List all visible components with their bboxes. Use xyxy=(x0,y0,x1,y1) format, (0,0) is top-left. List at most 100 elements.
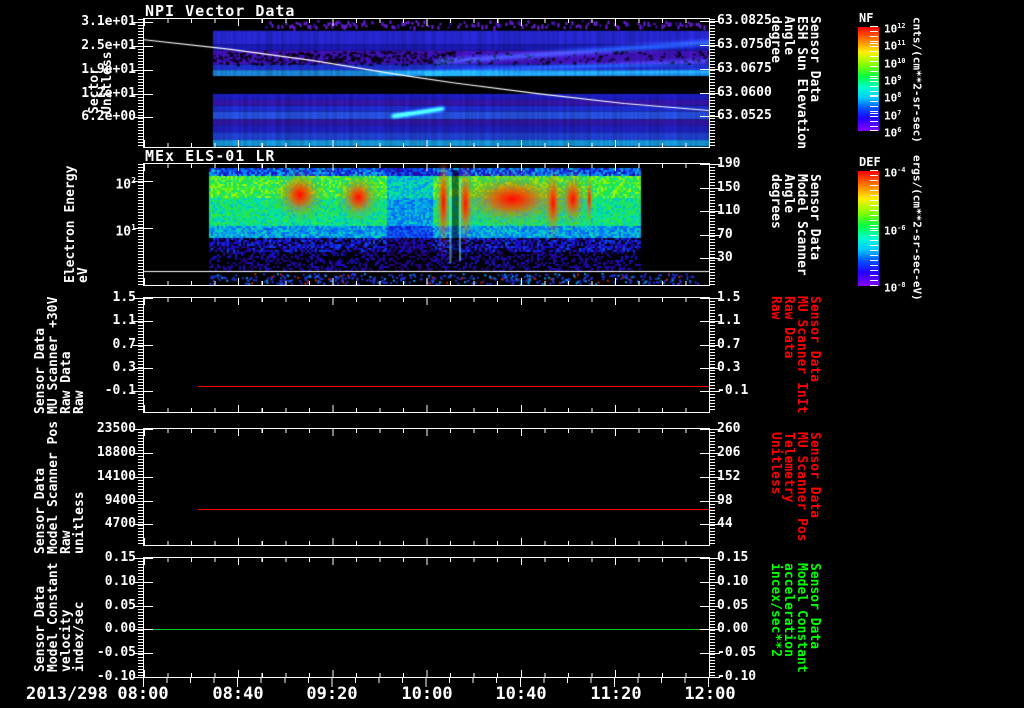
colorbar-tick-label: 109 xyxy=(884,74,902,88)
y-tick-label-left: 4700 xyxy=(104,516,136,531)
colorbar-tick-mark xyxy=(870,228,878,229)
y-tick-mark-inner-right xyxy=(700,188,709,189)
colorbar-tick-mark xyxy=(870,285,878,286)
y-tick-mark-outer-right xyxy=(710,677,720,678)
y-tick-mark-outer-right xyxy=(710,429,720,430)
y-tick-mark-inner-left xyxy=(144,524,153,525)
y-tick-mark-inner-right xyxy=(700,524,709,525)
y-tick-mark-outer-left xyxy=(133,629,143,630)
y-tick-mark-inner-right xyxy=(700,629,709,630)
x-axis-tick-label: 10:40 xyxy=(495,684,547,704)
y-tick-mark-outer-left xyxy=(133,477,143,478)
y-tick-mark-outer-right xyxy=(710,69,720,70)
y-tick-mark-outer-left xyxy=(133,181,143,182)
y-tick-label-left: -0.1 xyxy=(104,383,136,398)
panel-title-mex-els-01-lr: MEx ELS-01 LR xyxy=(145,147,276,165)
x-ticks-minor-bottom xyxy=(144,143,709,147)
x-ticks-minor-top xyxy=(144,19,709,23)
y-tick-comb-right xyxy=(710,558,715,677)
panel-mex-els-01-lr: MEx ELS-01 LR 102 101 Electron Energy eV 190… xyxy=(63,147,822,286)
y-tick-mark-outer-left xyxy=(133,677,143,678)
y-tick-comb-left xyxy=(138,164,143,285)
heatmap-npi-vector-data xyxy=(144,19,709,147)
x-ticks-minor-bottom xyxy=(144,541,709,545)
x-ticks-minor-top xyxy=(144,164,709,168)
y-tick-label-right: -0.1 xyxy=(717,383,749,398)
colorbar-tick-label: 10-6 xyxy=(884,224,906,238)
y-tick-label-right: 63.0825 xyxy=(717,13,772,28)
y-tick-mark-outer-right xyxy=(710,368,720,369)
y-tick-label-right: 30 xyxy=(717,250,733,265)
axis-label-right-npi-vector-data: Sensor Data ESH Sun Elevation Angle degr… xyxy=(768,16,822,150)
axis-label-left-npi-vector-data: Sector Unitless xyxy=(87,51,115,115)
y-tick-comb-left xyxy=(138,19,143,147)
y-tick-comb-right xyxy=(710,298,715,412)
y-tick-label-left: 102 xyxy=(115,176,136,193)
colorbar-tick-mark xyxy=(870,61,878,62)
y-tick-label-left: 1.1 xyxy=(112,313,136,328)
y-tick-mark-outer-right xyxy=(710,501,720,502)
y-tick-mark-inner-left xyxy=(144,677,153,678)
y-tick-mark-outer-right xyxy=(710,321,720,322)
y-tick-mark-inner-right xyxy=(700,391,709,392)
y-tick-label-right: 150 xyxy=(717,180,741,195)
panel-mu-scanner-30v: 1.5 1.1 0.7 0.3 -0.1 Sensor Data MU Scanner +… xyxy=(33,291,822,414)
y-tick-mark-inner-left xyxy=(144,94,153,95)
y-tick-label-right: 1.1 xyxy=(717,313,741,328)
y-tick-mark-inner-right xyxy=(700,677,709,678)
y-tick-mark-inner-left xyxy=(144,653,153,654)
y-tick-mark-inner-right xyxy=(700,45,709,46)
y-tick-label-right: 63.0675 xyxy=(717,61,772,76)
colorbar-tick-mark xyxy=(870,113,878,114)
x-ticks-minor-bottom xyxy=(144,408,709,412)
colorbar-tick-label: 10-4 xyxy=(884,166,906,180)
colorbar-def-unit: ergs/(cm**2-sr-sec-eV) xyxy=(910,155,924,301)
y-tick-mark-inner-right xyxy=(700,477,709,478)
y-tick-mark-inner-left xyxy=(144,117,153,118)
x-ticks-minor-top xyxy=(144,298,709,302)
y-tick-mark-outer-left xyxy=(133,453,143,454)
y-tick-mark-inner-left xyxy=(144,228,153,229)
panel-model-scanner-pos: 23500 18800 14100 9400 4700 Sensor Data Model… xyxy=(33,420,822,553)
y-tick-mark-outer-right xyxy=(710,235,720,236)
y-tick-mark-outer-left xyxy=(133,22,143,23)
y-tick-mark-outer-left xyxy=(133,117,143,118)
y-tick-label-right: 98 xyxy=(717,493,733,508)
y-tick-label-right: 110 xyxy=(717,203,741,218)
y-tick-label-right: 190 xyxy=(717,156,741,171)
y-tick-mark-outer-left xyxy=(133,653,143,654)
y-tick-mark-inner-right xyxy=(700,116,709,117)
y-tick-mark-inner-right xyxy=(700,69,709,70)
y-tick-mark-outer-left xyxy=(133,94,143,95)
x-axis-tick-label: 08:40 xyxy=(212,684,264,704)
y-tick-label-right: 206 xyxy=(717,445,741,460)
y-tick-mark-outer-right xyxy=(710,391,720,392)
y-tick-mark-outer-right xyxy=(710,558,720,559)
colorbar-tick-label: 107 xyxy=(884,109,902,123)
y-tick-label-left: 0.05 xyxy=(104,598,136,613)
y-tick-label-right: 63.0750 xyxy=(717,37,772,52)
y-tick-comb-left xyxy=(138,298,143,412)
x-axis-tick-label: 10:00 xyxy=(401,684,453,704)
y-tick-mark-inner-left xyxy=(144,345,153,346)
y-tick-mark-outer-right xyxy=(710,524,720,525)
axis-label-left-model-constant-velocity: Sensor Data Model Constant velocity inde… xyxy=(33,562,87,673)
y-tick-mark-inner-left xyxy=(144,391,153,392)
y-tick-mark-outer-right xyxy=(710,582,720,583)
y-tick-label-left: 9400 xyxy=(104,493,136,508)
y-tick-label-left: 6.2e+00 xyxy=(81,109,136,124)
y-tick-mark-inner-right xyxy=(700,211,709,212)
y-tick-mark-outer-left xyxy=(133,391,143,392)
y-tick-label-left: 0.00 xyxy=(104,621,136,636)
y-tick-label-left: -0.05 xyxy=(96,645,136,660)
colorbar-nf-unit: cnts/(cm**2-sr-sec) xyxy=(910,17,924,143)
y-tick-label-left: 0.3 xyxy=(112,360,136,375)
y-tick-label-left: 1.2e+01 xyxy=(81,86,136,101)
x-axis-tick-label: 11:20 xyxy=(590,684,642,704)
y-tick-mark-outer-left xyxy=(133,368,143,369)
y-tick-label-right: 44 xyxy=(717,516,733,531)
axis-label-right-model-scanner-pos: Sensor Data MU Scanner Pos Telemetry Uni… xyxy=(768,432,822,542)
x-axis-tick-label: 12:00 xyxy=(684,684,736,704)
x-axis-tick-label: 09:20 xyxy=(306,684,358,704)
